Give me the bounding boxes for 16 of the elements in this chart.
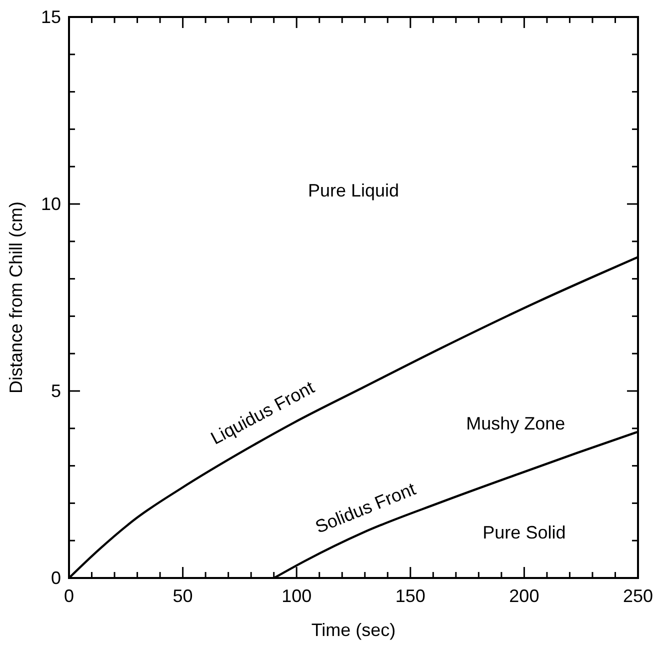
annotation: Mushy Zone: [466, 413, 566, 434]
x-tick-label: 200: [509, 586, 540, 606]
x-axis-title: Time (sec): [311, 620, 396, 640]
x-tick-label: 100: [282, 586, 312, 606]
x-tick-label: 150: [395, 586, 426, 606]
y-axis-title: Distance from Chill (cm): [6, 201, 26, 394]
y-tick-label: 10: [40, 194, 61, 214]
annotation: Pure Liquid: [308, 180, 400, 201]
y-tick-label: 5: [50, 381, 61, 401]
y-tick-label: 15: [40, 7, 61, 27]
y-tick-label: 0: [50, 568, 61, 588]
annotation: Solidus Front: [312, 478, 418, 538]
x-tick-label: 250: [622, 586, 654, 606]
x-tick-label: 50: [172, 586, 193, 606]
x-tick-label: 0: [64, 586, 74, 606]
annotation: Pure Solid: [482, 522, 566, 543]
